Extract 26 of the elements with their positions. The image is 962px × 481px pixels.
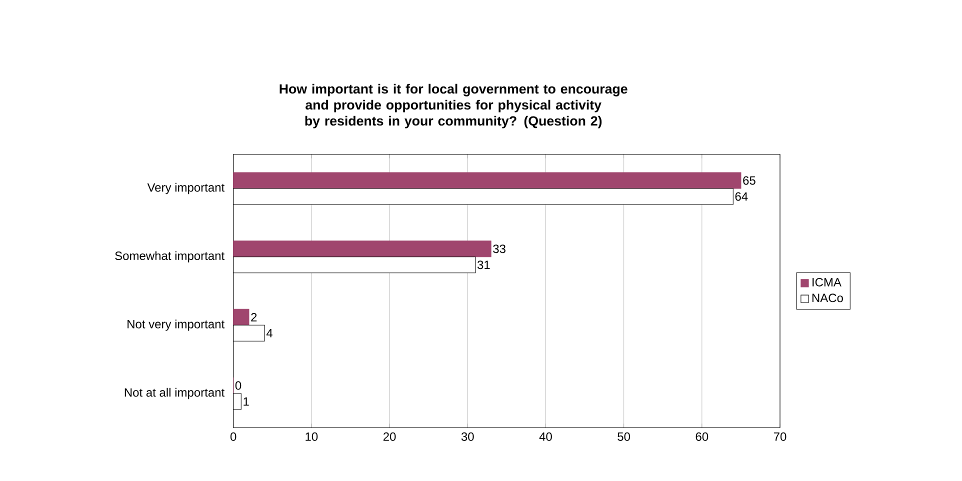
legend-label: ICMA xyxy=(812,278,842,286)
legend-label: NACo xyxy=(812,294,843,302)
x-tick-label: 20 xyxy=(383,432,396,441)
x-tick-label: 70 xyxy=(774,432,786,441)
data-label: 33 xyxy=(493,244,506,254)
x-tick-label: 40 xyxy=(539,432,552,441)
bar xyxy=(233,172,742,189)
data-label: 0 xyxy=(235,381,242,390)
x-tick-label: 50 xyxy=(618,432,630,441)
data-label: 4 xyxy=(266,329,272,338)
bar xyxy=(233,240,492,258)
y-tick-label: Not at all important xyxy=(124,388,225,400)
data-label: 64 xyxy=(735,192,748,201)
chart-title: How important is it for local government to encourage and provide opportunities for physical activity by residents in your community? (Question 2) xyxy=(280,84,628,128)
x-tick-label: 60 xyxy=(696,432,708,441)
data-label: 2 xyxy=(251,312,257,322)
data-label: 65 xyxy=(743,176,756,185)
y-tick-label: Not very important xyxy=(128,320,225,331)
x-tick-label: 10 xyxy=(306,432,318,441)
data-label: 31 xyxy=(477,260,490,270)
y-tick-label: Very important xyxy=(147,182,225,194)
x-tick-label: 30 xyxy=(461,432,474,441)
bar xyxy=(233,308,250,326)
y-tick-label: Somewhat important xyxy=(115,251,225,262)
x-tick-label: 0 xyxy=(230,432,236,441)
data-label: 1 xyxy=(244,397,249,406)
